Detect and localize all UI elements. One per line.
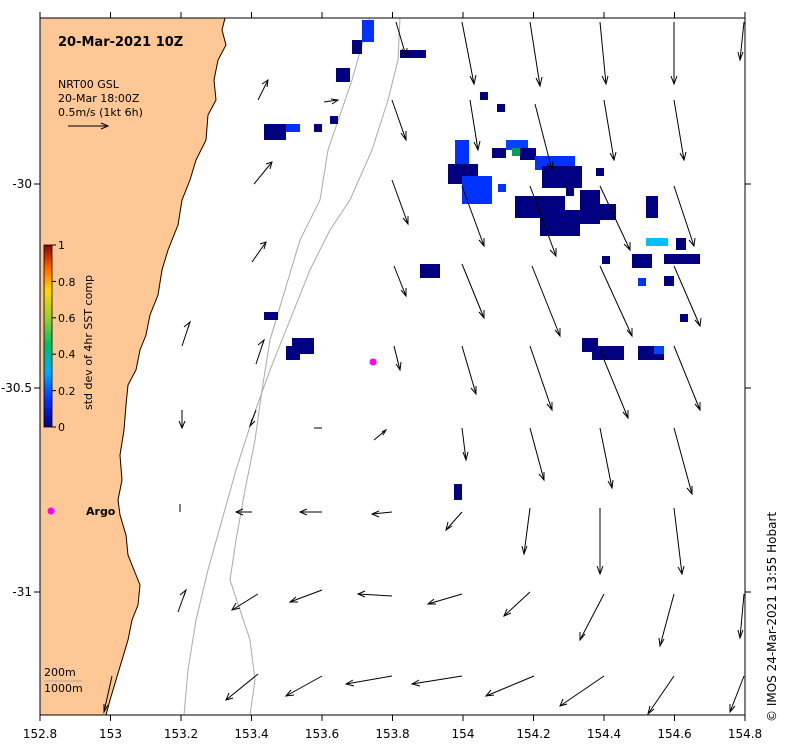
map-title: 20-Mar-2021 10Z <box>58 35 183 50</box>
colorbar-ticks <box>52 244 56 428</box>
scale-arrow <box>68 122 110 130</box>
x-tick-labels: 152.8 153 153.2 153.4 153.6 153.8 154 15… <box>23 727 762 741</box>
x-tick-label: 154.2 <box>516 727 550 741</box>
colorbar <box>43 244 53 428</box>
colorbar-tick-label: 0.2 <box>58 385 76 398</box>
x-tick-label: 153.6 <box>305 727 339 741</box>
x-tick-label: 154.4 <box>587 727 621 741</box>
argo-float-marker[interactable] <box>369 358 377 366</box>
legend-line-product: NRT00 GSL <box>58 78 120 91</box>
colorbar-tick-label: 0.8 <box>58 276 76 289</box>
x-tick-label: 153 <box>99 727 122 741</box>
contour-200m <box>229 18 371 715</box>
colorbar-label: std dev of 4hr SST comp <box>82 275 95 410</box>
argo-label: Argo <box>86 505 116 518</box>
x-tick-label: 153.2 <box>164 727 198 741</box>
colorbar-tick-label: 1 <box>58 239 65 252</box>
x-tick-label: 154.6 <box>657 727 691 741</box>
legend-line-time: 20-Mar 18:00Z <box>58 92 140 105</box>
contour-label-1000m: 1000m <box>44 682 83 695</box>
y-tick-label: -31 <box>12 585 32 599</box>
current-vectors <box>103 21 745 715</box>
x-tick-label: 154 <box>452 727 475 741</box>
x-tick-label: 153.4 <box>234 727 268 741</box>
x-tick-label: 153.8 <box>375 727 409 741</box>
credit-text: © IMOS 24-Mar-2021 13:55 Hobart <box>765 512 779 722</box>
argo-float-marker[interactable] <box>47 507 55 515</box>
colorbar-tick-label: 0 <box>58 421 65 434</box>
y-tick-label: -30.5 <box>1 381 32 395</box>
contour-label-200m: 200m <box>44 666 76 679</box>
x-tick-label: 152.8 <box>23 727 57 741</box>
legend-line-scale: 0.5m/s (1kt 6h) <box>58 106 143 119</box>
colorbar-tick-label: 0.4 <box>58 348 76 361</box>
sst-stddev-pixels <box>264 20 700 500</box>
contour-1000m <box>183 18 401 715</box>
x-tick-label: 154.8 <box>728 727 762 741</box>
x-axis <box>39 12 746 721</box>
y-axis <box>34 183 751 593</box>
y-tick-label: -30 <box>12 177 32 191</box>
colorbar-tick-label: 0.6 <box>58 312 76 325</box>
land-mass <box>40 18 227 715</box>
